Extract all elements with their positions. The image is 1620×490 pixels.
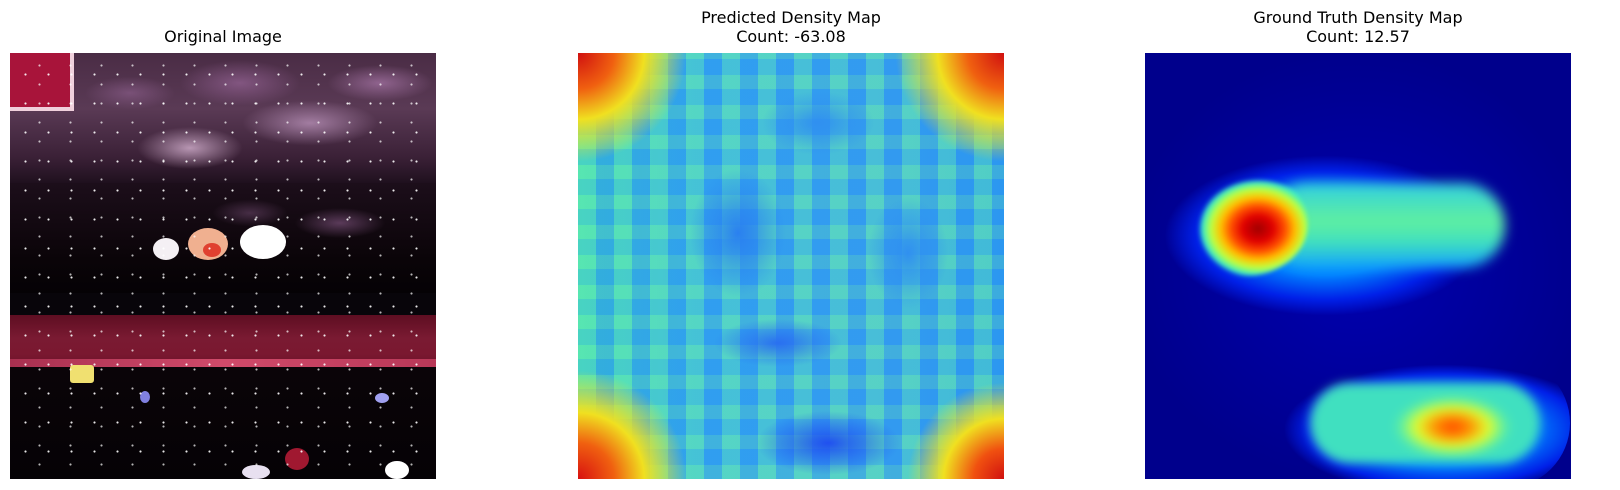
ground-truth-density-count: Count: 12.57 [1306, 27, 1410, 46]
ground-truth-density-panel: Ground Truth Density Map Count: 12.57 [1145, 0, 1571, 490]
predicted-density-count: Count: -63.08 [736, 27, 846, 46]
predicted-density-map [578, 53, 1004, 479]
original-image-title: Original Image [164, 27, 282, 46]
predicted-density-panel: Predicted Density Map Count: -63.08 [578, 0, 1004, 490]
point-annotation-dots [10, 53, 436, 479]
density-hotspot-lower [1310, 383, 1540, 463]
original-image-panel: Original Image [10, 0, 436, 490]
predicted-density-title: Predicted Density Map [701, 8, 881, 27]
density-hotspot-upper [1183, 171, 1308, 276]
original-image [10, 53, 436, 479]
ground-truth-density-title: Ground Truth Density Map [1253, 8, 1463, 27]
ground-truth-density-map [1145, 53, 1571, 479]
